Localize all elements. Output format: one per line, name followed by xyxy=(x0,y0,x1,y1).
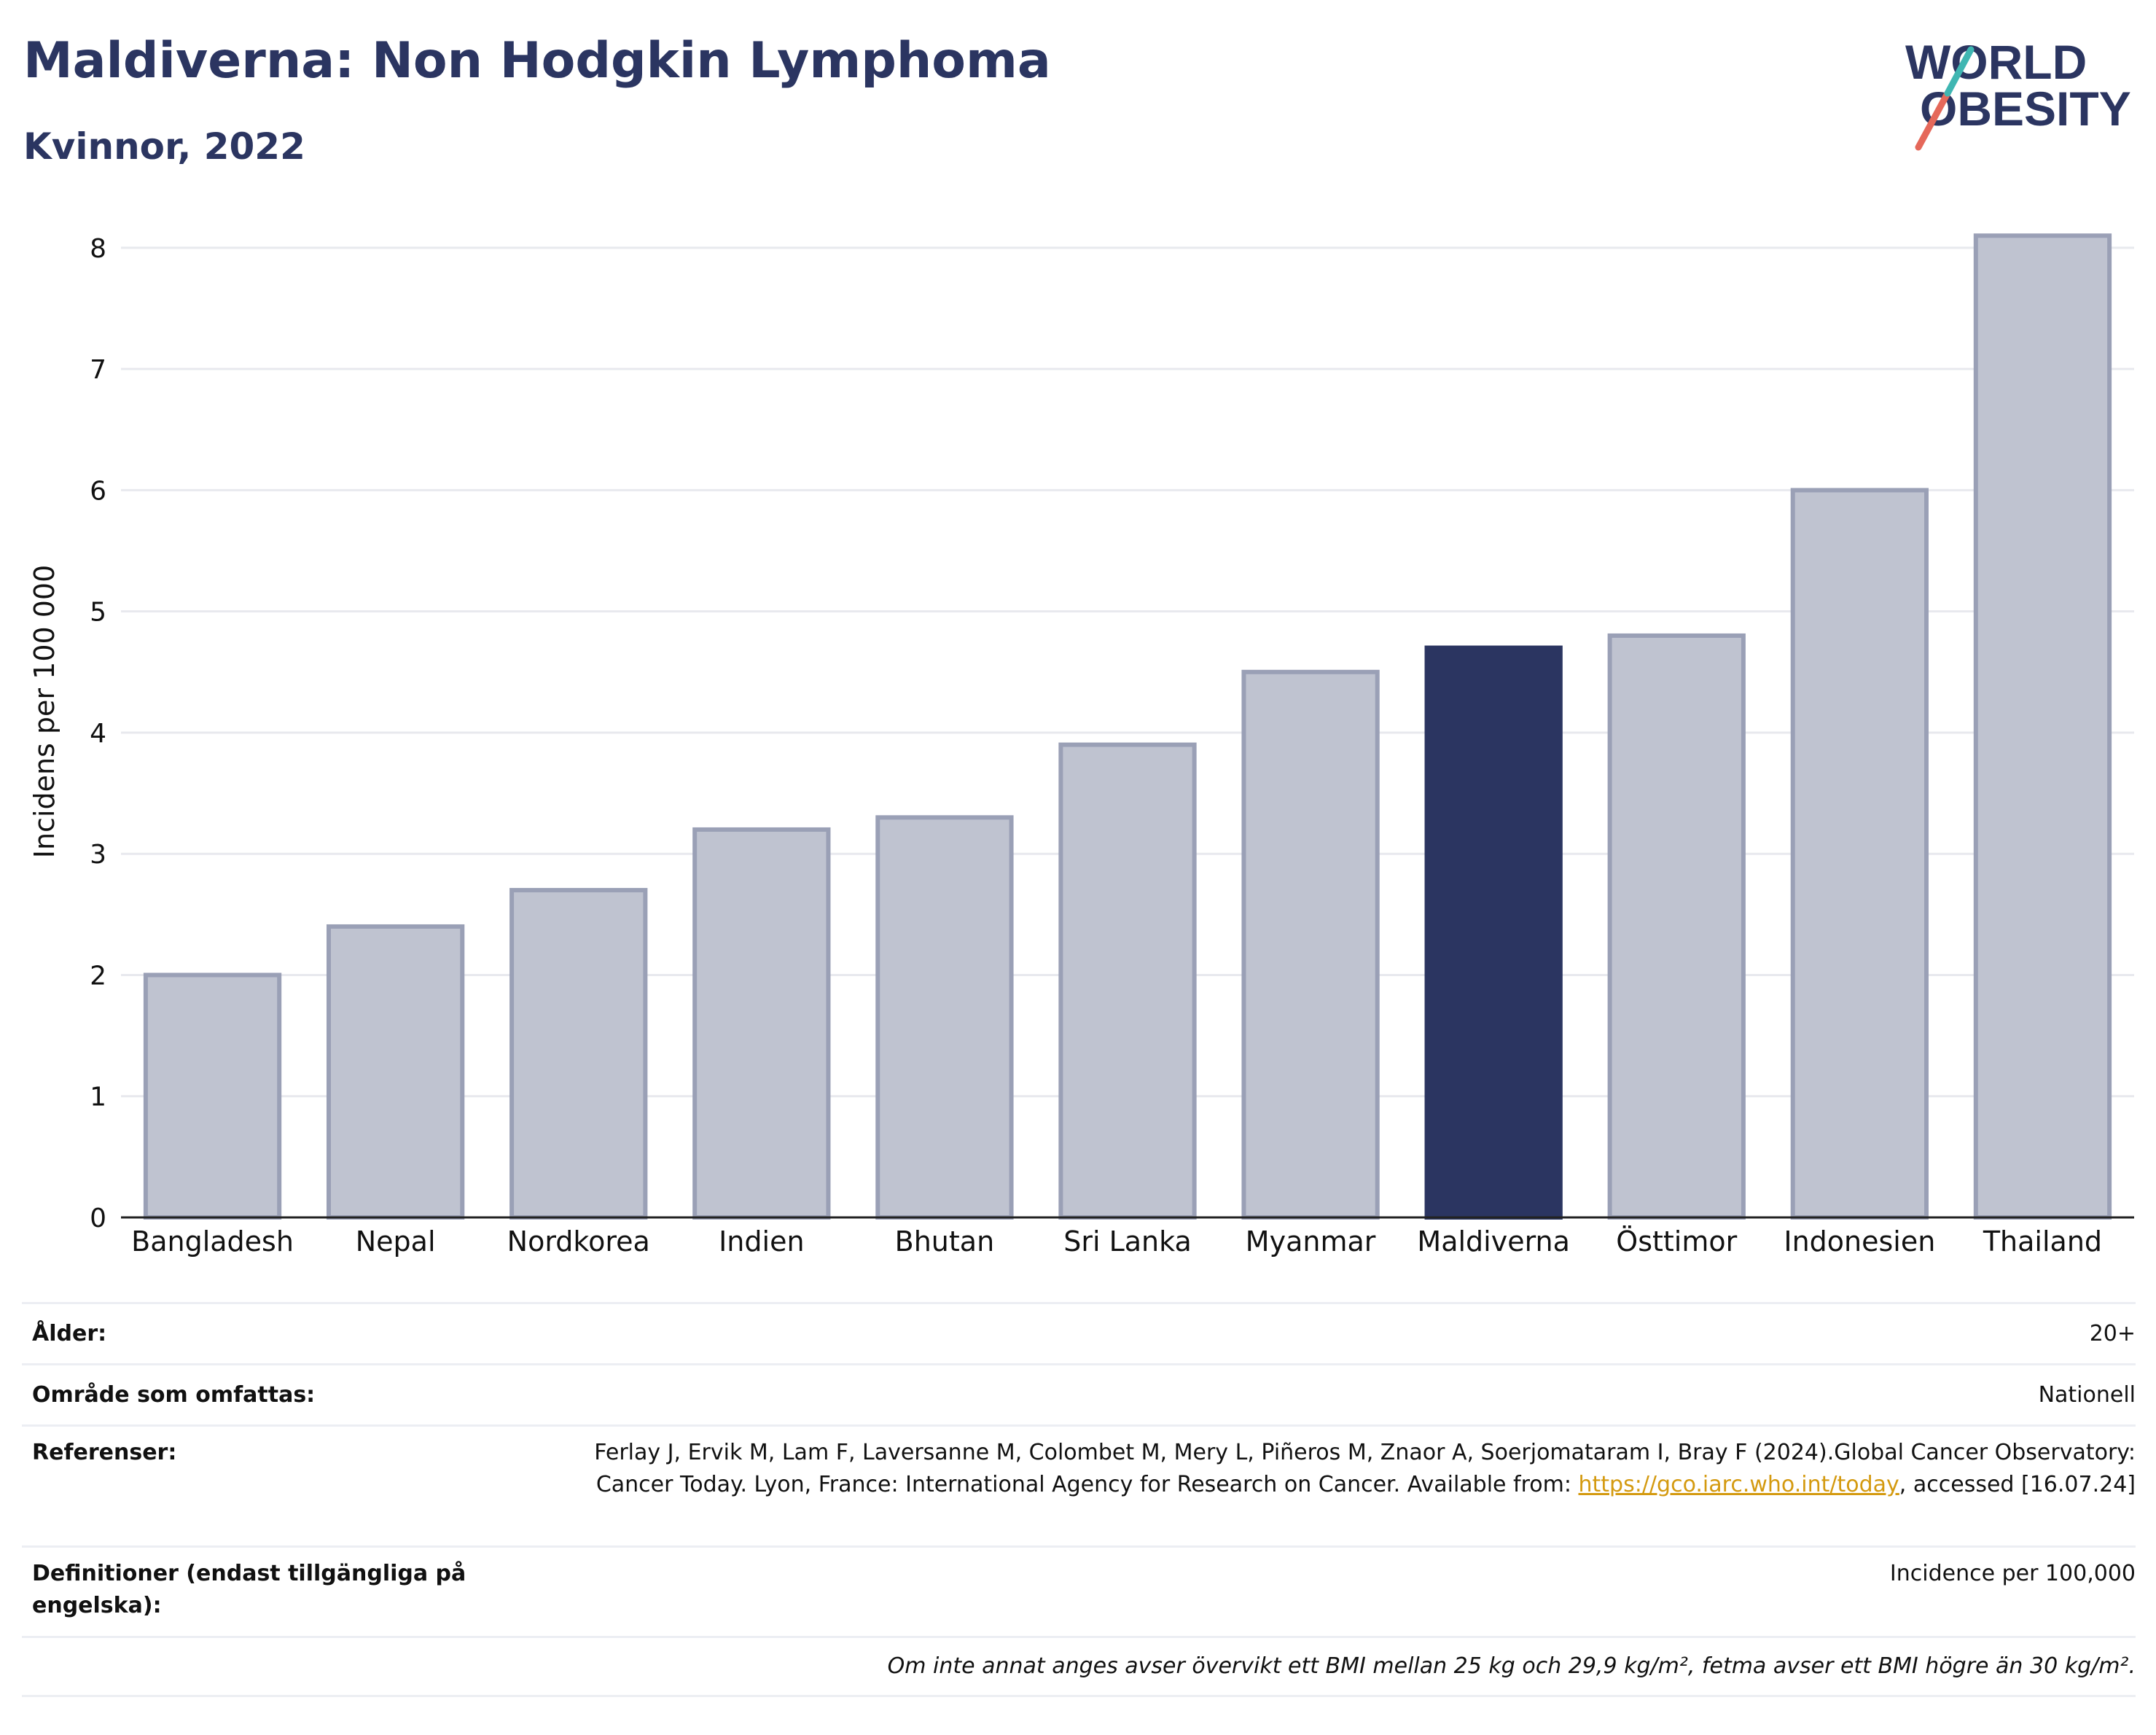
area-label: Område som omfattas: xyxy=(32,1381,316,1408)
y-tick-label: 5 xyxy=(90,598,106,628)
x-tick-label: Bhutan xyxy=(895,1225,995,1258)
meta-row-references: Referenser: Ferlay J, Ervik M, Lam F, La… xyxy=(22,1424,2136,1545)
footnote: Om inte annat anges avser övervikt ett B… xyxy=(887,1653,2136,1679)
y-tick-label: 3 xyxy=(90,840,106,870)
meta-row-age: Ålder: 20+ xyxy=(22,1302,2136,1363)
bar xyxy=(1790,488,1929,1220)
area-value: Nationell xyxy=(2038,1381,2136,1408)
meta-row-area: Område som omfattas: Nationell xyxy=(22,1363,2136,1424)
logo-slash-teal xyxy=(1944,46,1975,97)
bar xyxy=(143,972,282,1220)
x-tick-label: Indien xyxy=(719,1225,804,1258)
y-tick-label: 2 xyxy=(90,961,106,991)
bar xyxy=(1241,669,1380,1220)
x-tick-label: Myanmar xyxy=(1246,1225,1376,1258)
logo-slash-red xyxy=(1915,90,1951,151)
y-tick-label: 8 xyxy=(90,234,106,264)
x-tick-label: Östtimor xyxy=(1616,1225,1737,1258)
meta-row-footnote: Om inte annat anges avser övervikt ett B… xyxy=(22,1636,2136,1697)
y-tick-label: 1 xyxy=(90,1083,106,1112)
references-label: Referenser: xyxy=(32,1440,177,1465)
references-link[interactable]: https://gco.iarc.who.int/today xyxy=(1578,1472,1899,1497)
x-tick-label: Thailand xyxy=(1983,1225,2102,1258)
bar-chart: 0 1 2 3 4 5 6 7 8 Bangladesh Nepal Nordkorea Indien B… xyxy=(28,233,2134,1258)
bar-highlighted xyxy=(1424,645,1563,1220)
axes: 0 1 2 3 4 5 6 7 8 Bangladesh Nepal Nordkorea Indien B… xyxy=(90,234,2134,1258)
age-value: 20+ xyxy=(2089,1320,2136,1346)
bars xyxy=(143,233,2112,1220)
definitions-value: Incidence per 100,000 xyxy=(1889,1561,2136,1586)
x-tick-label: Sri Lanka xyxy=(1063,1225,1192,1258)
x-tick-label: Bangladesh xyxy=(131,1225,294,1258)
bar xyxy=(1607,633,1746,1220)
metadata-table: Ålder: 20+ Område som omfattas: Nationel… xyxy=(22,1302,2136,1697)
chart-subtitle: Kvinnor, 2022 xyxy=(23,125,305,168)
y-tick-label: 7 xyxy=(90,355,106,385)
y-tick-label: 0 xyxy=(90,1204,106,1233)
x-tick-label: Nepal xyxy=(356,1225,436,1258)
bar xyxy=(875,815,1014,1220)
world-obesity-logo: WORLD OBESITY xyxy=(1905,35,2131,151)
references-text-end: , accessed [16.07.24] xyxy=(1899,1472,2136,1497)
bar xyxy=(509,888,648,1220)
bar xyxy=(1058,742,1197,1220)
x-tick-label: Maldiverna xyxy=(1417,1225,1570,1258)
logo-line2: OBESITY xyxy=(1920,82,2131,136)
y-tick-label: 6 xyxy=(90,476,106,506)
y-axis-label: Incidens per 100 000 xyxy=(28,565,60,859)
definitions-label: Definitioner (endast tillgängliga på eng… xyxy=(32,1561,466,1618)
references-text: Ferlay J, Ervik M, Lam F, Laversanne M, … xyxy=(594,1440,2136,1497)
x-tick-label: Indonesien xyxy=(1784,1225,1935,1258)
chart-title: Maldiverna: Non Hodgkin Lymphoma xyxy=(23,32,1051,90)
bar xyxy=(326,924,465,1220)
y-tick-label: 4 xyxy=(90,719,106,749)
x-tick-label: Nordkorea xyxy=(507,1225,650,1258)
logo-line1: WORLD xyxy=(1905,35,2087,89)
age-label: Ålder: xyxy=(32,1320,107,1346)
meta-row-definitions: Definitioner (endast tillgängliga på eng… xyxy=(22,1545,2136,1636)
bar xyxy=(692,827,831,1220)
references-value: Ferlay J, Ervik M, Lam F, Laversanne M, … xyxy=(532,1437,2136,1545)
bar xyxy=(1973,233,2112,1220)
